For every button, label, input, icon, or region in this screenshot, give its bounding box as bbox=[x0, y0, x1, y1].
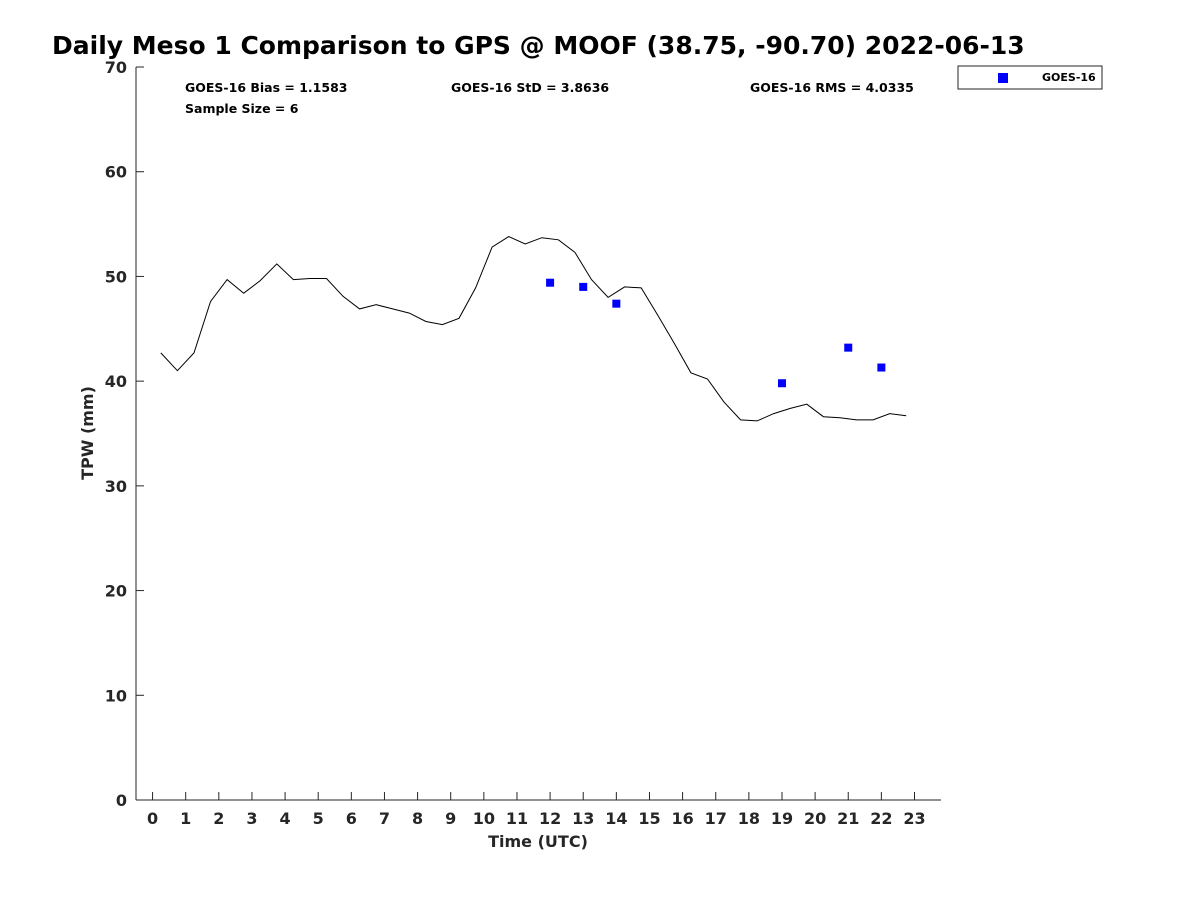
x-tick-label: 19 bbox=[771, 809, 793, 828]
x-tick-label: 3 bbox=[246, 809, 257, 828]
y-tick-label: 70 bbox=[105, 58, 127, 77]
y-tick-label: 0 bbox=[116, 791, 127, 810]
x-tick-label: 17 bbox=[705, 809, 727, 828]
y-tick-label: 30 bbox=[105, 477, 127, 496]
x-axis-ticks: 0 1 2 3 4 5 6 7 8 9 10 11 12 13 14 15 16 17 18 19 20 21 22 23 bbox=[147, 792, 926, 828]
x-tick-label: 8 bbox=[412, 809, 423, 828]
x-tick-label: 1 bbox=[180, 809, 191, 828]
gps-line bbox=[160, 236, 907, 422]
goes-16-point bbox=[579, 282, 588, 291]
bias-stat: GOES-16 Bias = 1.1583 bbox=[185, 80, 347, 95]
legend-box bbox=[957, 65, 1103, 90]
x-tick-label: 14 bbox=[605, 809, 627, 828]
y-tick-label: 60 bbox=[105, 163, 127, 182]
axes bbox=[135, 67, 941, 801]
x-tick-label: 7 bbox=[379, 809, 390, 828]
series-gps bbox=[160, 236, 907, 422]
x-tick-label: 23 bbox=[903, 809, 925, 828]
x-axis-label: Time (UTC) bbox=[488, 832, 588, 851]
std-stat: GOES-16 StD = 3.8636 bbox=[451, 80, 609, 95]
y-tick-label: 40 bbox=[105, 372, 127, 391]
x-tick-label: 4 bbox=[280, 809, 291, 828]
y-tick-label: 50 bbox=[105, 267, 127, 286]
chart-title: Daily Meso 1 Comparison to GPS @ MOOF (3… bbox=[52, 31, 1025, 60]
goes-16-point bbox=[777, 379, 786, 388]
x-tick-label: 2 bbox=[213, 809, 224, 828]
goes-16-point bbox=[844, 343, 853, 352]
sample-size-stat: Sample Size = 6 bbox=[185, 101, 299, 116]
goes-16-point bbox=[877, 363, 886, 372]
x-tick-label: 20 bbox=[804, 809, 826, 828]
goes-16-point bbox=[546, 278, 555, 287]
x-tick-label: 15 bbox=[638, 809, 660, 828]
y-axis-label: TPW (mm) bbox=[78, 386, 97, 480]
y-axis-ticks: 0 10 20 30 40 50 60 70 bbox=[105, 58, 144, 810]
legend: GOES-16 bbox=[957, 65, 1103, 90]
x-tick-label: 11 bbox=[506, 809, 528, 828]
x-tick-label: 9 bbox=[445, 809, 456, 828]
x-tick-label: 21 bbox=[837, 809, 859, 828]
x-tick-label: 16 bbox=[671, 809, 693, 828]
x-tick-label: 22 bbox=[870, 809, 892, 828]
x-tick-label: 6 bbox=[346, 809, 357, 828]
legend-label-goes-16: GOES-16 bbox=[1042, 71, 1096, 84]
x-tick-label: 13 bbox=[572, 809, 594, 828]
y-tick-label: 20 bbox=[105, 582, 127, 601]
x-tick-label: 10 bbox=[473, 809, 495, 828]
legend-marker-goes-16 bbox=[998, 73, 1008, 83]
x-tick-label: 5 bbox=[313, 809, 324, 828]
goes-16-point bbox=[612, 299, 621, 308]
rms-stat: GOES-16 RMS = 4.0335 bbox=[750, 80, 914, 95]
x-tick-label: 12 bbox=[539, 809, 561, 828]
x-tick-label: 0 bbox=[147, 809, 158, 828]
series-goes-16 bbox=[546, 278, 886, 388]
y-tick-label: 10 bbox=[105, 686, 127, 705]
x-tick-label: 18 bbox=[738, 809, 760, 828]
